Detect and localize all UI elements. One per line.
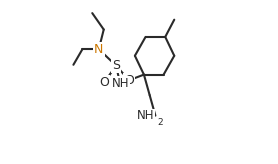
Text: NH: NH	[111, 77, 129, 90]
Text: O: O	[124, 74, 134, 87]
Text: O: O	[100, 75, 110, 89]
Text: S: S	[112, 59, 120, 72]
Text: N: N	[94, 43, 103, 56]
Text: 2: 2	[158, 118, 163, 127]
Text: NH: NH	[136, 109, 154, 122]
